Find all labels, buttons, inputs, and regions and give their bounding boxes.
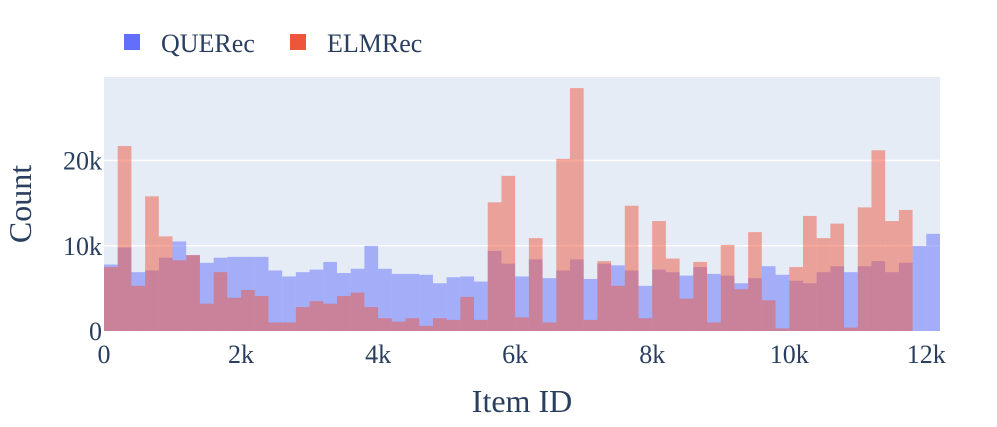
bar-elmrec-16 <box>323 303 337 331</box>
bar-elmrec-52 <box>816 238 831 331</box>
bar-elmrec-17 <box>336 296 351 331</box>
bar-elmrec-37 <box>611 285 625 331</box>
bar-elmrec-13 <box>282 322 296 331</box>
bar-querec-12 <box>268 270 283 331</box>
x-tick-label-1: 2k <box>228 340 254 369</box>
bar-elmrec-22 <box>405 318 420 331</box>
y-tick-label-1: 10k <box>63 232 102 261</box>
bar-elmrec-32 <box>542 322 557 331</box>
bar-querec-22 <box>405 273 420 331</box>
bar-elmrec-41 <box>665 258 680 331</box>
bar-elmrec-47 <box>748 232 762 331</box>
bar-elmrec-6 <box>186 255 200 331</box>
bar-elmrec-39 <box>638 318 653 331</box>
x-tick-label-3: 6k <box>502 340 528 369</box>
legend-item-elmrec[interactable]: ELMRec <box>290 29 422 58</box>
bar-elmrec-46 <box>734 289 749 331</box>
bar-elmrec-9 <box>227 297 242 331</box>
bar-elmrec-34 <box>569 88 584 331</box>
bar-elmrec-5 <box>172 260 187 331</box>
bar-elmrec-54 <box>844 327 858 331</box>
bar-elmrec-24 <box>432 318 447 331</box>
bar-elmrec-7 <box>199 303 214 331</box>
x-axis-ticks: 0 2k 4k 6k 8k 10k 12k <box>98 340 946 369</box>
bar-querec-54 <box>844 272 858 331</box>
bar-elmrec-18 <box>350 292 365 331</box>
bar-elmrec-0 <box>104 267 118 331</box>
x-tick-label-4: 8k <box>639 340 665 369</box>
x-tick-label-2: 4k <box>365 340 391 369</box>
bar-elmrec-2 <box>131 285 146 331</box>
bar-querec-23 <box>419 274 433 331</box>
bar-elmrec-3 <box>145 196 159 331</box>
x-tick-label-6: 12k <box>907 340 946 369</box>
bar-querec-60 <box>926 233 940 331</box>
bar-elmrec-21 <box>391 321 406 331</box>
bar-elmrec-33 <box>556 158 570 331</box>
bar-elmrec-35 <box>583 319 598 331</box>
bar-querec-21 <box>391 273 406 331</box>
bar-elmrec-4 <box>158 236 173 331</box>
bar-elmrec-49 <box>775 328 790 331</box>
legend-swatch-elmrec <box>290 34 306 50</box>
bar-elmrec-19 <box>364 307 379 331</box>
bar-elmrec-56 <box>871 150 886 331</box>
gridlines <box>104 159 940 247</box>
bar-elmrec-11 <box>254 296 269 331</box>
legend-swatch-querec <box>124 34 140 50</box>
y-axis-title: Count <box>2 165 38 243</box>
y-tick-label-2: 20k <box>63 147 102 176</box>
bar-elmrec-53 <box>830 223 845 331</box>
x-tick-label-0: 0 <box>98 340 111 369</box>
bar-elmrec-45 <box>720 244 735 331</box>
bar-elmrec-51 <box>802 215 817 331</box>
bar-elmrec-57 <box>885 221 899 331</box>
x-tick-label-5: 10k <box>770 340 809 369</box>
bar-querec-32 <box>542 278 557 331</box>
bar-elmrec-31 <box>528 238 543 331</box>
bar-querec-13 <box>282 276 296 331</box>
bar-elmrec-55 <box>857 207 872 331</box>
bar-elmrec-29 <box>501 175 516 331</box>
bar-elmrec-48 <box>761 300 776 331</box>
legend-item-querec[interactable]: QUERec <box>124 29 255 58</box>
bar-elmrec-10 <box>241 290 255 331</box>
bar-querec-20 <box>378 268 392 331</box>
bar-querec-35 <box>583 279 598 331</box>
bar-elmrec-44 <box>707 322 721 331</box>
legend-label-elmrec: ELMRec <box>327 29 422 58</box>
y-axis-ticks: 0 10k 20k <box>63 147 102 346</box>
bar-querec-44 <box>707 273 721 331</box>
bar-querec-25 <box>446 277 461 331</box>
bar-elmrec-20 <box>378 318 392 331</box>
bar-elmrec-23 <box>419 325 433 331</box>
bar-elmrec-26 <box>460 296 475 331</box>
bar-elmrec-27 <box>474 319 488 331</box>
series-elmrec <box>104 88 913 331</box>
y-tick-label-0: 0 <box>89 317 102 346</box>
bar-querec-59 <box>912 245 927 331</box>
bar-elmrec-1 <box>117 146 132 331</box>
x-axis-title: Item ID <box>472 383 572 419</box>
bar-elmrec-15 <box>309 301 324 331</box>
bar-querec-27 <box>474 281 488 331</box>
bar-elmrec-42 <box>679 298 694 331</box>
bar-elmrec-30 <box>515 317 529 331</box>
bar-elmrec-58 <box>898 209 913 331</box>
bar-elmrec-12 <box>268 322 283 331</box>
bars <box>104 88 940 331</box>
bar-elmrec-8 <box>213 272 228 331</box>
bar-elmrec-36 <box>597 261 612 331</box>
legend-label-querec: QUERec <box>161 29 255 58</box>
bar-elmrec-50 <box>789 267 803 331</box>
bar-elmrec-43 <box>693 261 708 331</box>
bar-elmrec-25 <box>446 319 461 331</box>
bar-querec-49 <box>775 274 790 331</box>
legend[interactable]: QUERec ELMRec <box>124 29 422 58</box>
bar-elmrec-14 <box>295 307 310 331</box>
bar-elmrec-40 <box>652 221 666 331</box>
bar-elmrec-38 <box>624 205 639 331</box>
bar-elmrec-28 <box>487 202 502 331</box>
